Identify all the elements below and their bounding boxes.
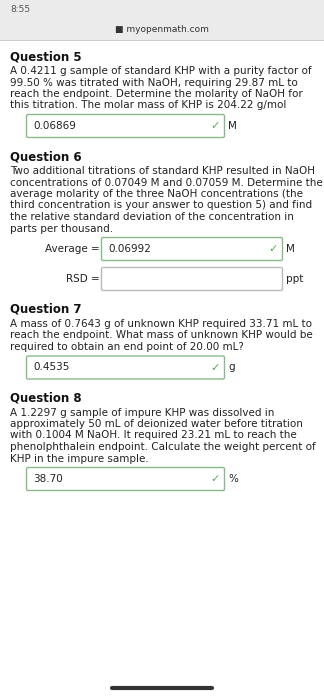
Text: reach the endpoint. What mass of unknown KHP would be: reach the endpoint. What mass of unknown… xyxy=(10,330,313,340)
Text: phenolphthalein endpoint. Calculate the weight percent of: phenolphthalein endpoint. Calculate the … xyxy=(10,442,316,452)
Text: A mass of 0.7643 g of unknown KHP required 33.71 mL to: A mass of 0.7643 g of unknown KHP requir… xyxy=(10,319,312,329)
Text: RSD =: RSD = xyxy=(66,274,100,284)
Text: third concentration is your answer to question 5) and find: third concentration is your answer to qu… xyxy=(10,200,312,211)
Text: A 1.2297 g sample of impure KHP was dissolved in: A 1.2297 g sample of impure KHP was diss… xyxy=(10,407,274,417)
FancyBboxPatch shape xyxy=(27,356,225,379)
Text: ✓: ✓ xyxy=(269,244,278,254)
Text: ppt: ppt xyxy=(286,274,303,284)
Text: ✓: ✓ xyxy=(211,121,220,131)
Text: 0.06869: 0.06869 xyxy=(33,121,76,131)
FancyBboxPatch shape xyxy=(101,267,283,290)
Text: M: M xyxy=(286,244,295,254)
Text: with 0.1004 M NaOH. It required 23.21 mL to reach the: with 0.1004 M NaOH. It required 23.21 mL… xyxy=(10,430,297,440)
Text: Question 8: Question 8 xyxy=(10,391,82,405)
Text: the relative standard deviation of the concentration in: the relative standard deviation of the c… xyxy=(10,212,294,222)
Text: Question 7: Question 7 xyxy=(10,303,82,316)
Text: Question 5: Question 5 xyxy=(10,50,82,63)
FancyBboxPatch shape xyxy=(101,237,283,260)
Text: concentrations of 0.07049 M and 0.07059 M. Determine the: concentrations of 0.07049 M and 0.07059 … xyxy=(10,178,323,188)
Text: 0.4535: 0.4535 xyxy=(33,363,69,372)
Text: ✓: ✓ xyxy=(211,474,220,484)
Text: 99.50 % was titrated with NaOH, requiring 29.87 mL to: 99.50 % was titrated with NaOH, requirin… xyxy=(10,78,298,88)
Text: 0.06992: 0.06992 xyxy=(108,244,151,254)
Text: Question 6: Question 6 xyxy=(10,150,82,163)
Text: A 0.4211 g sample of standard KHP with a purity factor of: A 0.4211 g sample of standard KHP with a… xyxy=(10,66,312,76)
Text: this titration. The molar mass of KHP is 204.22 g/mol: this titration. The molar mass of KHP is… xyxy=(10,101,286,111)
Bar xyxy=(0,40,324,41)
Text: ✓: ✓ xyxy=(211,363,220,372)
Text: ■ myopenmath.com: ■ myopenmath.com xyxy=(115,25,209,34)
Text: %: % xyxy=(228,474,238,484)
Text: required to obtain an end point of 20.00 mL?: required to obtain an end point of 20.00… xyxy=(10,342,244,352)
FancyBboxPatch shape xyxy=(27,468,225,491)
Bar xyxy=(0,18,324,40)
Text: Average =: Average = xyxy=(45,244,100,254)
Bar xyxy=(0,0,324,18)
Text: approximately 50 mL of deionized water before titration: approximately 50 mL of deionized water b… xyxy=(10,419,303,429)
Text: Two additional titrations of standard KHP resulted in NaOH: Two additional titrations of standard KH… xyxy=(10,166,315,176)
Text: M: M xyxy=(228,121,237,131)
Text: 8:55: 8:55 xyxy=(10,4,30,13)
FancyBboxPatch shape xyxy=(27,115,225,137)
Text: g: g xyxy=(228,363,235,372)
Text: 38.70: 38.70 xyxy=(33,474,63,484)
Text: KHP in the impure sample.: KHP in the impure sample. xyxy=(10,454,149,463)
Text: parts per thousand.: parts per thousand. xyxy=(10,223,113,234)
Text: reach the endpoint. Determine the molarity of NaOH for: reach the endpoint. Determine the molari… xyxy=(10,89,303,99)
Text: average molarity of the three NaOH concentrations (the: average molarity of the three NaOH conce… xyxy=(10,189,303,199)
